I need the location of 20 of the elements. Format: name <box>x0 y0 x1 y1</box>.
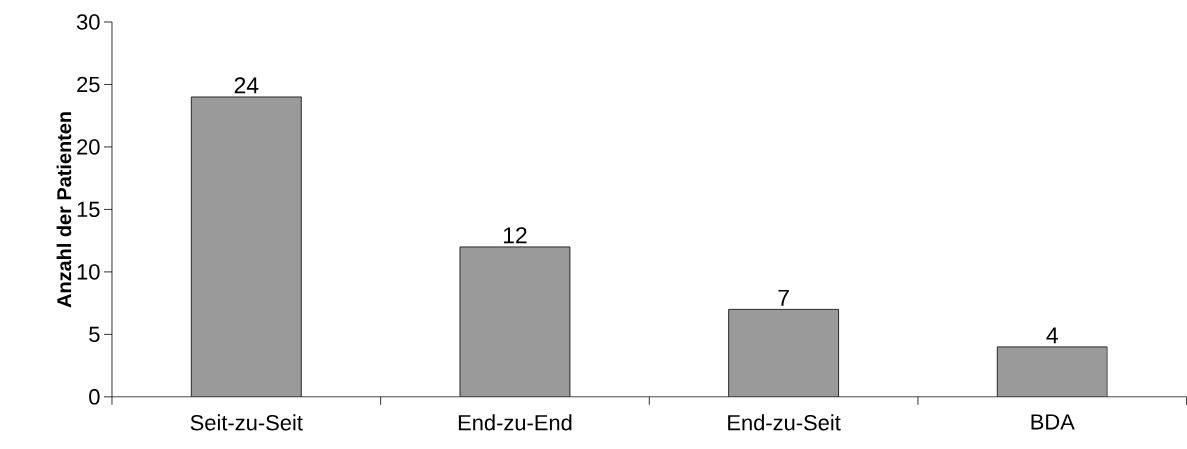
y-tick-label: 10 <box>77 264 100 280</box>
y-tick-label: 20 <box>77 139 100 155</box>
x-tick-label: Seit-zu-Seit <box>190 414 303 431</box>
y-tick-label: 5 <box>89 326 100 343</box>
data-label: 7 <box>778 289 789 306</box>
bar <box>191 97 302 397</box>
bar <box>459 246 570 397</box>
x-tick-label: End-zu-End <box>458 414 572 431</box>
data-label: 4 <box>1046 327 1058 344</box>
data-label: 24 <box>234 77 259 94</box>
bar <box>728 309 839 397</box>
bar <box>996 346 1108 397</box>
y-tick-label: 0 <box>89 389 100 405</box>
x-tick-label: BDA <box>1031 414 1075 430</box>
y-tick-label: 30 <box>76 14 100 30</box>
data-label: 12 <box>503 227 527 244</box>
y-axis-title: Anzahl der Patienten <box>56 112 72 308</box>
y-tick-label: 15 <box>77 201 100 218</box>
x-tick-label: End-zu-Seit <box>728 414 841 431</box>
y-tick-label: 25 <box>77 76 100 93</box>
